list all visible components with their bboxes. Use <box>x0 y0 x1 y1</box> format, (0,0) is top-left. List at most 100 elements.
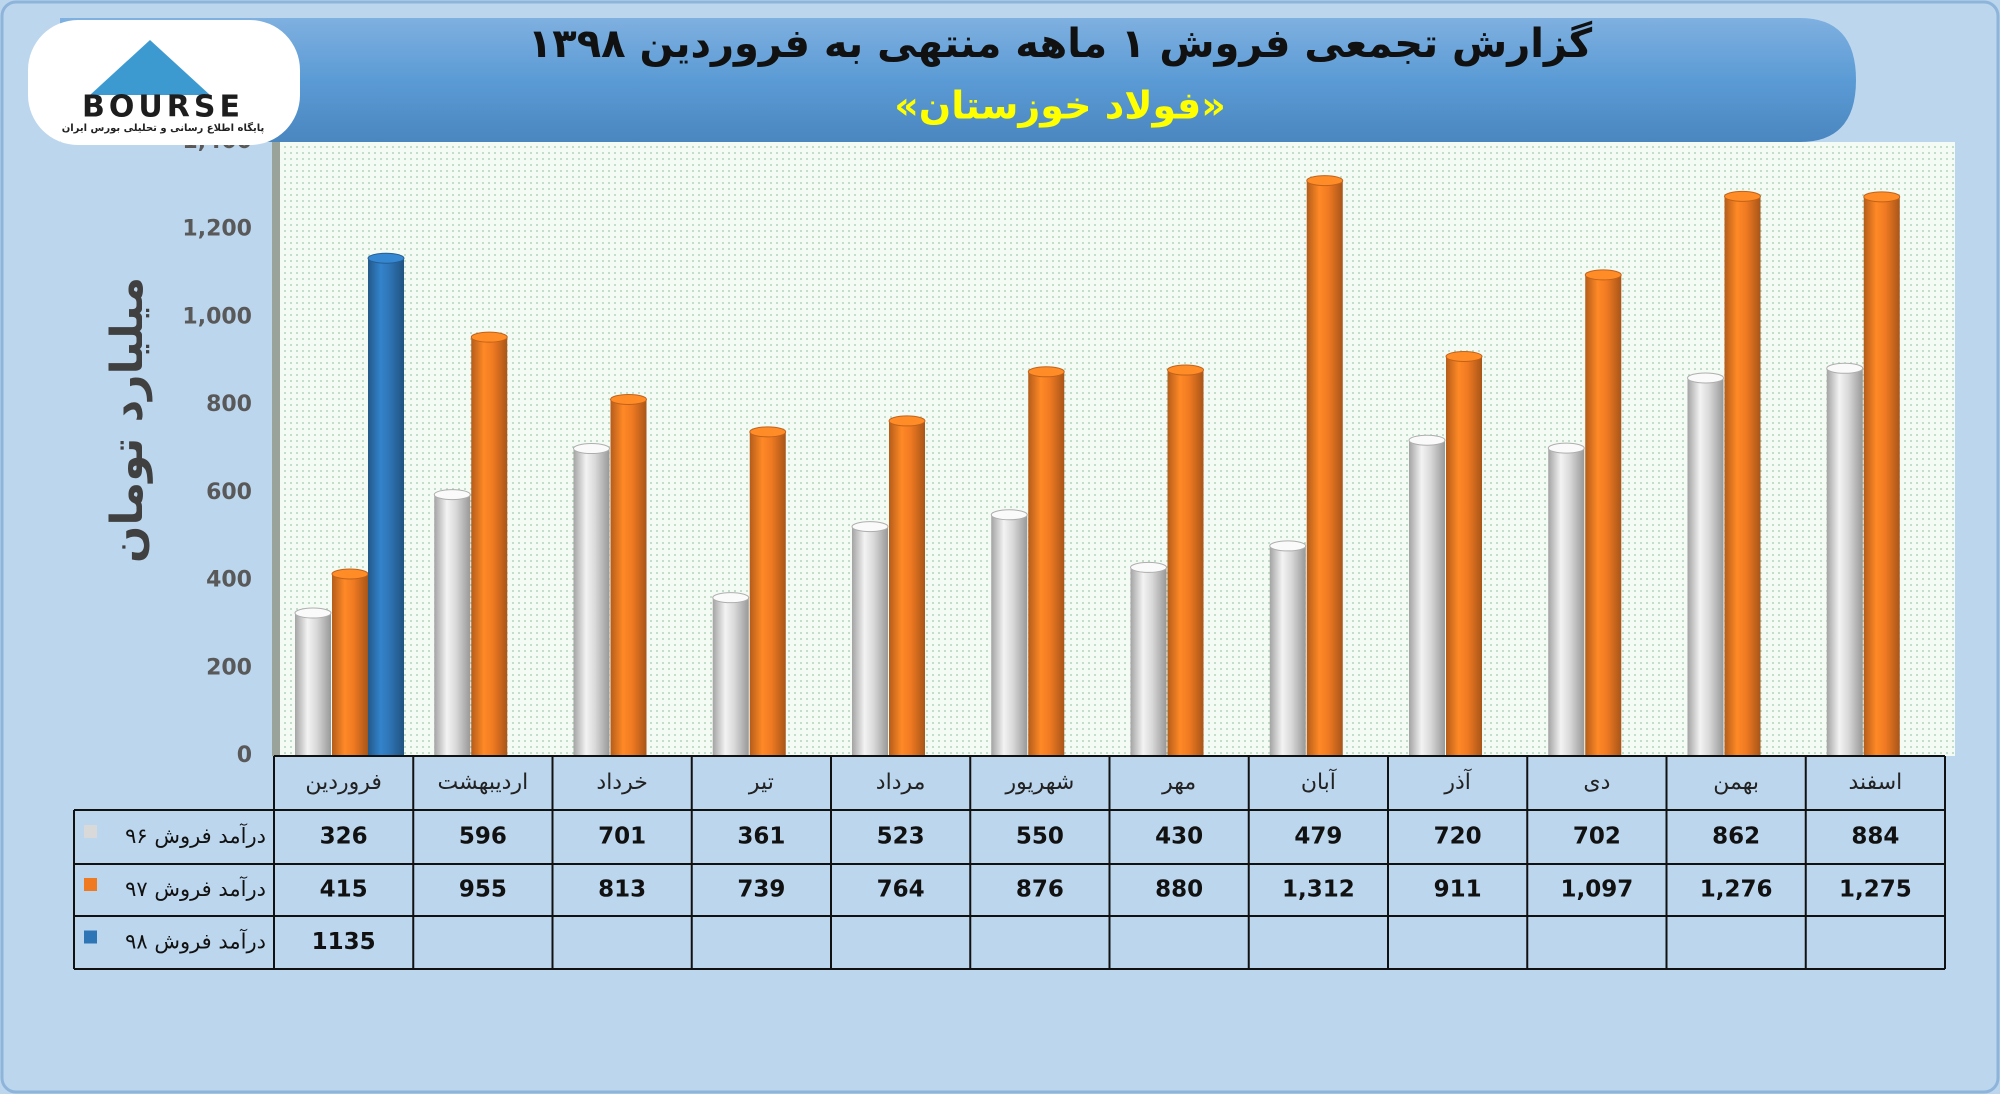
x-tick-label: خرداد <box>596 770 647 795</box>
bar-cap <box>1584 269 1622 281</box>
table-cell: 739 <box>737 877 785 903</box>
bar <box>1130 567 1167 756</box>
table-cell: 701 <box>598 824 646 850</box>
bar-cap <box>610 393 647 405</box>
bar <box>1826 368 1863 756</box>
y-tick-label: 1,200 <box>182 217 252 242</box>
bar <box>471 337 508 756</box>
bar <box>1306 180 1343 756</box>
table-cell: 1,097 <box>1560 877 1633 903</box>
bar <box>1863 196 1900 757</box>
legend-label: درآمد فروش ۹۸ <box>125 929 266 954</box>
table-cell: 326 <box>320 824 368 850</box>
bar <box>1409 440 1445 756</box>
bar-cap <box>1863 191 1901 203</box>
bar <box>889 420 925 756</box>
bar-cap <box>1027 366 1065 378</box>
y-axis-label: میلیارد تومان <box>102 277 153 563</box>
bar <box>991 514 1028 756</box>
x-tick-label: فروردین <box>305 770 382 795</box>
table-cell: 702 <box>1573 824 1621 850</box>
bar-cap <box>888 415 926 427</box>
x-tick-label: اردیبهشت <box>438 770 529 795</box>
table-cell: 876 <box>1016 877 1064 903</box>
y-tick-label: 1,000 <box>182 304 252 329</box>
bar <box>1548 448 1585 756</box>
table-cell: 361 <box>737 824 785 850</box>
bar <box>610 399 647 756</box>
bar <box>368 258 404 756</box>
legend-swatch <box>84 825 97 838</box>
bar-cap <box>331 568 369 580</box>
bar <box>332 573 368 756</box>
bar-cap <box>367 252 405 264</box>
bar <box>434 494 471 756</box>
y-tick-label: 200 <box>206 655 252 680</box>
x-tick-label: اسفند <box>1848 770 1902 795</box>
y-tick-label: 800 <box>206 392 252 417</box>
table-cell: 1,275 <box>1839 877 1912 903</box>
table-cell: 884 <box>1851 824 1899 850</box>
legend-swatch <box>84 930 97 944</box>
bar <box>1446 356 1482 756</box>
table-cell: 813 <box>598 877 646 903</box>
bar-cap <box>294 607 332 619</box>
table-cell: 911 <box>1434 877 1482 903</box>
y-tick-label: 600 <box>206 480 252 505</box>
logo-text: BOURSE <box>82 90 244 125</box>
title-banner <box>60 18 1856 142</box>
plot-wall <box>272 142 280 756</box>
chart-title: گزارش تجمعی فروش ۱ ماهه منتهی به فروردین… <box>528 20 1593 67</box>
x-tick-label: مرداد <box>876 770 926 795</box>
bar <box>1724 196 1761 756</box>
y-tick-label: 400 <box>206 568 252 593</box>
bar-cap <box>990 509 1028 521</box>
bar-cap <box>1130 561 1167 573</box>
bar-cap <box>573 443 610 455</box>
bar <box>1269 545 1306 756</box>
table-cell: 415 <box>320 877 368 903</box>
logo-subtext: پایگاه اطلاع رسانی و تحلیلی بورس ایران <box>62 121 265 134</box>
bar-cap <box>712 592 750 604</box>
table-cell: 596 <box>459 824 507 850</box>
legend-label: درآمد فروش ۹۷ <box>125 876 266 901</box>
x-tick-label: دی <box>1583 770 1610 795</box>
x-tick-label: بهمن <box>1713 770 1759 795</box>
bar-cap <box>1306 175 1344 187</box>
plot-area <box>278 142 1955 756</box>
table-cell: 523 <box>877 824 925 850</box>
table-cell: 880 <box>1155 877 1203 903</box>
bar <box>1687 377 1724 756</box>
bar-cap <box>1445 350 1483 362</box>
bar-cap <box>1547 442 1585 454</box>
table-cell: 720 <box>1434 824 1482 850</box>
bar <box>1167 370 1204 756</box>
chart-subtitle: «فولاد خوزستان» <box>894 84 1226 128</box>
bar-cap <box>1167 364 1204 376</box>
x-tick-label: مهر <box>1161 770 1196 795</box>
table-cell: 764 <box>877 877 925 903</box>
bar <box>1028 371 1065 756</box>
bar <box>573 448 610 756</box>
x-tick-label: شهریور <box>1004 770 1074 795</box>
x-tick-label: تیر <box>748 770 774 795</box>
logo-icon <box>90 40 210 95</box>
bar-cap <box>470 331 508 343</box>
bar-cap <box>1724 190 1761 202</box>
bar-cap <box>1687 372 1724 384</box>
bar-cap <box>1826 362 1864 374</box>
table-cell: 1,312 <box>1282 877 1355 903</box>
table-cell: 550 <box>1016 824 1064 850</box>
table-cell: 862 <box>1712 824 1760 850</box>
x-tick-label: آذر <box>1443 768 1471 795</box>
bar <box>295 613 331 756</box>
x-tick-label: آبان <box>1301 768 1337 795</box>
table-cell: 1,276 <box>1700 877 1773 903</box>
bar <box>712 597 749 756</box>
bar-cap <box>1408 434 1446 446</box>
table-cell: 955 <box>459 877 507 903</box>
legend-label: درآمد فروش ۹۶ <box>125 823 266 848</box>
legend-swatch <box>84 878 97 891</box>
table-cell: 479 <box>1294 824 1342 850</box>
